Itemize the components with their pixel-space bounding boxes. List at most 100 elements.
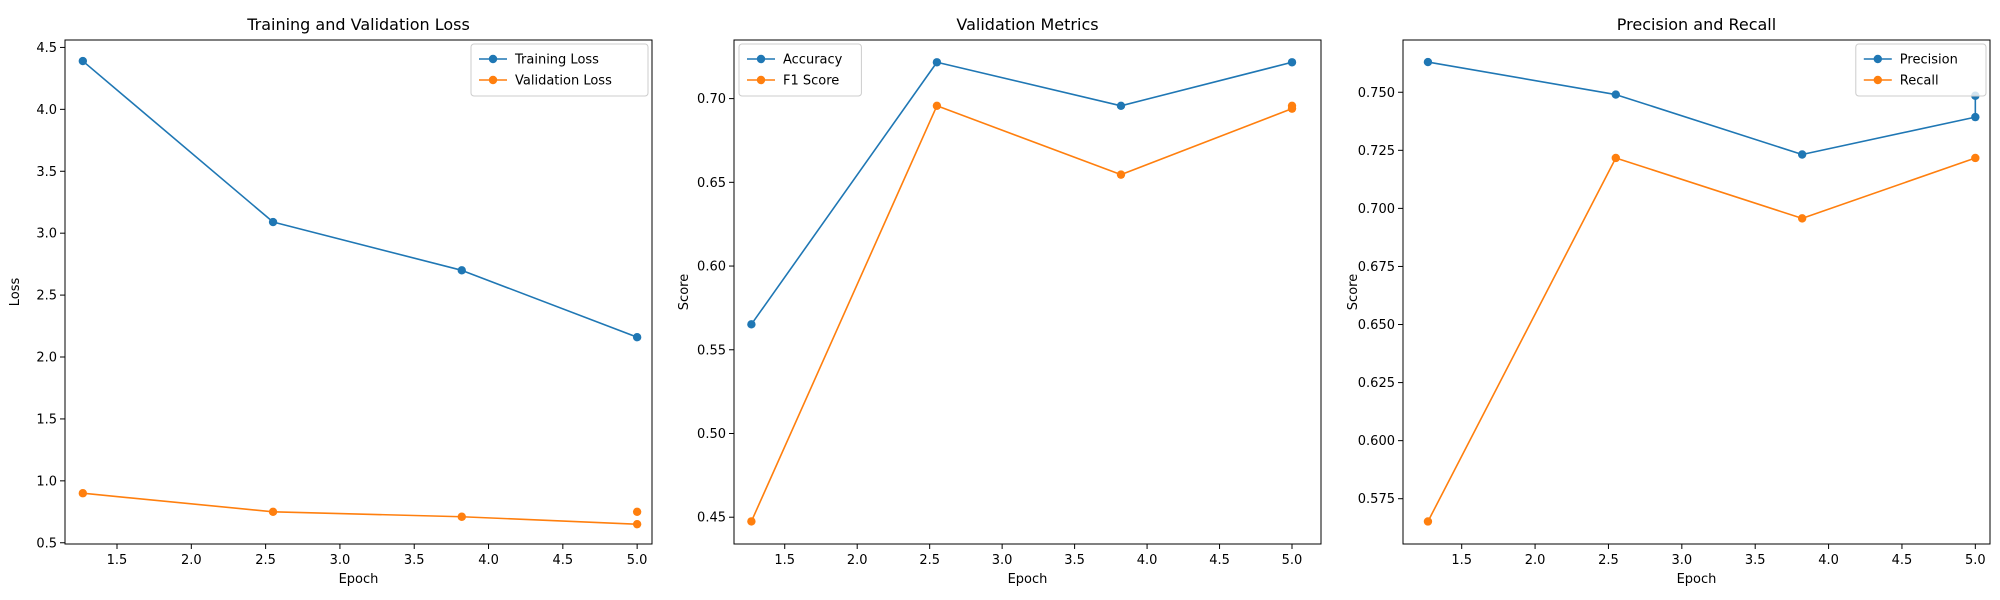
series-0 <box>78 56 642 342</box>
y-tick-label: 2.0 <box>36 351 57 366</box>
x-tick-label: 2.0 <box>1525 553 1546 568</box>
y-axis-label: Score <box>1346 274 1361 310</box>
data-point <box>268 507 278 517</box>
y-tick-label: 0.70 <box>697 92 726 107</box>
data-point <box>1423 517 1433 526</box>
legend-label: F1 Score <box>783 74 839 89</box>
series-line <box>82 60 638 338</box>
data-point <box>1116 101 1126 111</box>
x-tick-label: 4.5 <box>1209 553 1230 568</box>
y-tick-label: 2.5 <box>36 289 57 304</box>
chart-panel-1: Training and Validation Loss 1.5 2.0 2.5 3.0… <box>8 15 653 587</box>
plot-frame <box>1402 39 1991 545</box>
plot-frame <box>733 39 1322 545</box>
legend-label: Validation Loss <box>515 74 612 89</box>
series-0 <box>1423 57 1980 159</box>
x-tick-label: 4.0 <box>1137 553 1158 568</box>
y-tick-label: 0.575 <box>1358 492 1395 507</box>
y-tick-label: 0.625 <box>1358 376 1395 391</box>
series-1 <box>1423 153 1980 526</box>
data-point <box>1971 112 1980 122</box>
x-tick-label: 5.0 <box>1965 553 1986 568</box>
legend: Training Loss Validation Loss <box>470 43 649 97</box>
legend-marker <box>488 54 498 64</box>
data-point <box>1287 101 1297 111</box>
data-point <box>932 101 942 111</box>
x-tick-label: 3.5 <box>1745 553 1766 568</box>
data-point <box>78 56 88 66</box>
series-1 <box>747 101 1297 526</box>
x-tick-label: 1.5 <box>774 553 795 568</box>
y-tick-label: 0.65 <box>697 176 726 191</box>
series-line <box>750 61 1293 325</box>
x-tick-label: 4.5 <box>1892 553 1913 568</box>
legend-box <box>1855 43 1987 97</box>
x-tick-label: 3.0 <box>992 553 1013 568</box>
x-tick-label: 5.0 <box>627 553 648 568</box>
x-tick-label: 4.0 <box>478 553 499 568</box>
y-tick-label: 1.5 <box>36 412 57 427</box>
y-tick-label: 1.0 <box>36 474 57 489</box>
chart-title: Training and Validation Loss <box>246 15 470 34</box>
data-point <box>78 489 88 498</box>
legend-marker <box>756 54 766 64</box>
x-tick-label: 2.5 <box>255 553 276 568</box>
legend-marker <box>1873 54 1883 64</box>
x-tick-label: 5.0 <box>1282 553 1303 568</box>
y-tick-label: 3.0 <box>36 227 57 242</box>
x-axis-label: Epoch <box>339 572 379 587</box>
x-tick-label: 1.5 <box>1451 553 1472 568</box>
data-point <box>268 217 278 227</box>
x-tick-label: 2.5 <box>1598 553 1619 568</box>
x-tick-label: 3.0 <box>330 553 351 568</box>
y-tick-label: 0.750 <box>1358 86 1395 101</box>
data-point <box>932 58 942 67</box>
data-point <box>1116 170 1126 179</box>
legend: Accuracy F1 Score <box>738 43 862 97</box>
x-tick-label: 3.5 <box>1064 553 1085 568</box>
data-point <box>1971 153 1980 163</box>
data-point <box>457 512 466 521</box>
x-tick-label: 1.5 <box>107 553 128 568</box>
y-axis-label: Loss <box>8 278 23 307</box>
legend-box <box>738 43 862 97</box>
y-tick-label: 4.5 <box>36 41 57 56</box>
y-tick-label: 0.700 <box>1358 202 1395 217</box>
data-point <box>632 519 642 529</box>
y-tick-label: 0.675 <box>1358 260 1395 275</box>
y-tick-label: 0.725 <box>1358 144 1395 159</box>
x-tick-label: 2.0 <box>847 553 868 568</box>
data-point <box>1287 58 1297 67</box>
data-point <box>1797 214 1807 223</box>
y-tick-label: 0.60 <box>697 260 726 275</box>
data-point <box>1611 153 1620 163</box>
legend-label: Training Loss <box>514 53 599 68</box>
x-tick-label: 3.5 <box>404 553 425 568</box>
legend-label: Recall <box>1900 74 1939 89</box>
y-tick-label: 0.55 <box>697 343 726 358</box>
x-tick-label: 4.5 <box>552 553 573 568</box>
data-point <box>632 332 642 342</box>
data-point <box>747 517 756 526</box>
data-point <box>457 266 466 275</box>
series-line <box>1427 157 1976 522</box>
x-tick-label: 2.5 <box>919 553 940 568</box>
y-tick-label: 3.5 <box>36 165 57 180</box>
chart-panel-3: Precision and Recall 1.5 2.0 2.5 3.0 3.5 4.0 4.… <box>1346 15 1991 587</box>
legend-marker <box>1873 75 1883 85</box>
chart-panel-2: Validation Metrics 1.5 2.0 2.5 3.0 3.5 4.0 4.5 5… <box>677 15 1322 587</box>
y-tick-label: 0.5 <box>36 536 57 551</box>
y-tick-label: 0.45 <box>697 511 726 526</box>
data-point <box>632 507 642 517</box>
y-tick-label: 0.600 <box>1358 434 1395 449</box>
series-line <box>750 105 1293 522</box>
legend-label: Precision <box>1900 53 1958 68</box>
series-line <box>82 492 638 525</box>
plot-frame <box>64 39 653 545</box>
chart-title: Precision and Recall <box>1617 15 1776 34</box>
data-point <box>1423 57 1433 67</box>
x-tick-label: 4.0 <box>1818 553 1839 568</box>
x-axis-label: Epoch <box>1008 572 1048 587</box>
legend: Precision Recall <box>1855 43 1987 97</box>
